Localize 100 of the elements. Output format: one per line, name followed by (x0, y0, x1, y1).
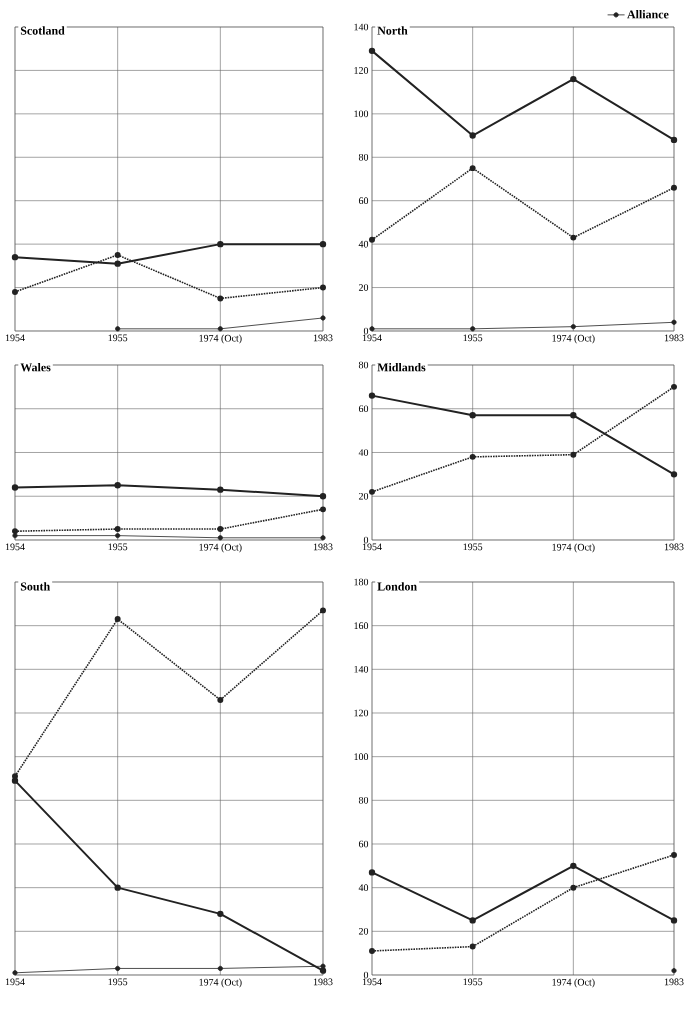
x-tick-label: 1983 (313, 543, 333, 551)
y-tick-label: 140 (354, 665, 369, 673)
y-tick-label: 60 (358, 405, 369, 413)
point (217, 965, 223, 972)
point (570, 234, 577, 241)
x-tick-label: 1974 (Oct) (199, 334, 242, 344)
x-tick-label: 1974 (Oct) (199, 543, 242, 553)
x-tick-label: 1955 (463, 543, 483, 551)
point (671, 851, 677, 858)
x-tick-label: 1955 (108, 978, 128, 986)
point (12, 288, 18, 295)
point (570, 75, 577, 83)
point (217, 696, 224, 703)
point (670, 471, 678, 478)
point (469, 917, 476, 924)
y-tick-label: 60 (358, 197, 369, 205)
point (670, 136, 678, 144)
y-tick-label: 80 (358, 796, 369, 804)
point (469, 943, 476, 950)
point (217, 910, 224, 918)
point (319, 967, 327, 974)
point (320, 963, 326, 969)
point (369, 947, 375, 954)
point (115, 326, 121, 332)
point (114, 260, 121, 267)
point (369, 488, 375, 495)
chart-title: Midlands (377, 362, 426, 372)
point (320, 607, 326, 614)
point (368, 47, 376, 55)
point (320, 535, 326, 541)
y-tick-label: 140 (354, 23, 369, 31)
point (11, 777, 19, 784)
point (469, 132, 476, 139)
point (12, 970, 18, 976)
point (217, 295, 224, 302)
point (217, 326, 223, 332)
y-tick-label: 160 (354, 622, 369, 630)
y-tick-label: 60 (358, 840, 369, 848)
chart-title: South (20, 582, 50, 591)
point (12, 533, 18, 539)
y-tick-label: 100 (354, 110, 369, 118)
point (320, 284, 326, 291)
point (671, 184, 677, 191)
y-tick-label: 20 (358, 927, 369, 935)
x-tick-label: 1955 (108, 334, 128, 342)
point (11, 253, 19, 261)
point (217, 240, 224, 248)
x-tick-label: 1983 (664, 334, 684, 342)
point (114, 482, 121, 489)
point (319, 240, 327, 248)
point (114, 526, 121, 533)
point (320, 506, 326, 513)
x-tick-label: 1974 (Oct) (199, 978, 242, 988)
point (470, 326, 476, 332)
y-tick-label: 40 (358, 884, 369, 892)
x-tick-label: 1983 (313, 978, 333, 986)
x-tick-label: 1955 (463, 978, 483, 986)
point (217, 535, 223, 541)
x-tick-label: 1955 (463, 334, 483, 342)
x-tick-label: 1983 (313, 334, 333, 342)
chart-title: North (377, 26, 408, 35)
point (217, 486, 224, 493)
point (368, 392, 376, 399)
chart-title: London (377, 582, 417, 591)
x-tick-label: 1974 (Oct) (552, 334, 595, 344)
point (469, 453, 476, 460)
point (368, 869, 376, 876)
y-tick-label: 120 (354, 709, 369, 717)
chart-title: Wales (20, 362, 51, 372)
x-tick-label: 1983 (664, 543, 684, 551)
point (114, 252, 121, 258)
point (114, 884, 121, 891)
point (320, 315, 326, 321)
point (570, 324, 576, 330)
y-tick-label: 40 (358, 240, 369, 248)
point (114, 616, 121, 623)
legend-label: Alliance (627, 9, 669, 19)
y-tick-label: 40 (358, 449, 369, 456)
y-tick-label: 180 (354, 578, 369, 586)
y-tick-label: 20 (358, 284, 369, 291)
x-tick-label: 1974 (Oct) (552, 543, 595, 553)
point (217, 526, 224, 533)
y-tick-label: 0 (363, 536, 369, 544)
x-tick-label: 1954 (5, 334, 25, 342)
x-tick-label: 1974 (Oct) (552, 978, 595, 988)
x-tick-label: 1954 (362, 334, 382, 342)
point (115, 965, 121, 972)
point (11, 484, 19, 491)
y-tick-label: 0 (363, 327, 369, 335)
point (319, 493, 327, 500)
point (469, 165, 476, 172)
y-tick-label: 120 (354, 67, 369, 74)
y-tick-label: 80 (358, 153, 369, 161)
x-tick-label: 1983 (664, 978, 684, 986)
point (369, 236, 375, 243)
x-tick-label: 1954 (5, 978, 25, 986)
y-tick-label: 100 (354, 753, 369, 761)
y-tick-label: 20 (358, 492, 369, 500)
y-tick-label: 80 (358, 361, 369, 369)
point (469, 412, 476, 419)
